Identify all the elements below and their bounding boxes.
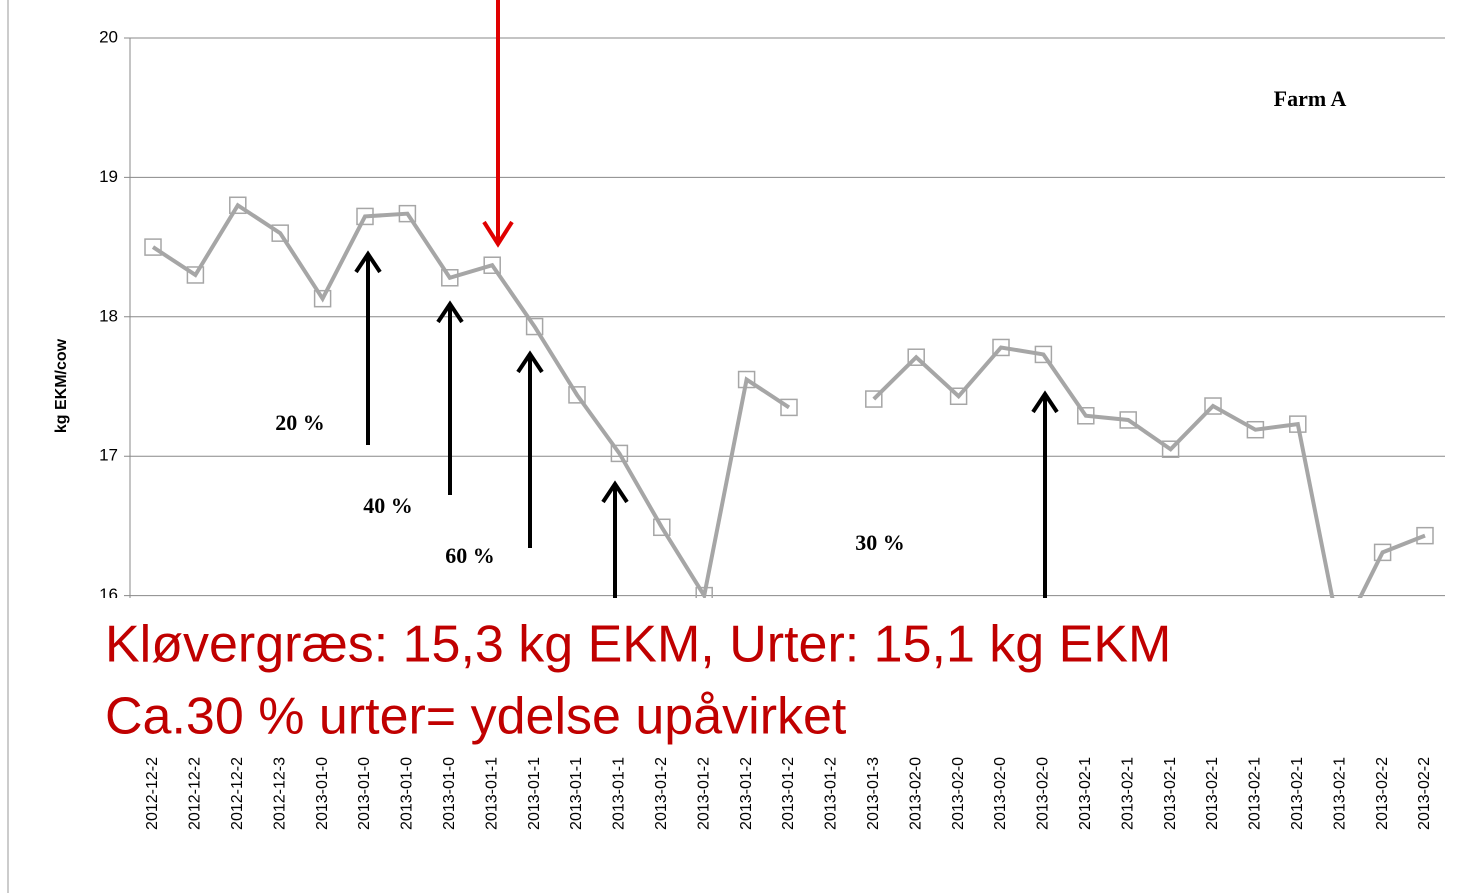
- marker: [1119, 411, 1137, 429]
- x-tick-label: 2013-02-0: [950, 757, 967, 830]
- x-tick-label: 2013-01-3: [865, 757, 882, 830]
- overlay-text: Kløvergræs: 15,3 kg EKM, Urter: 15,1 kg …: [105, 616, 1171, 674]
- overlay-text: Ca.30 % urter= ydelse upåvirket: [105, 688, 847, 746]
- x-tick-label: 2013-01-1: [526, 757, 543, 830]
- x-tick-label: 2013-02-1: [1204, 757, 1221, 830]
- marker: [780, 398, 798, 417]
- marker: [737, 370, 756, 389]
- x-tick-label: 2013-01-1: [568, 757, 585, 830]
- x-tick-label: 2013-02-0: [1035, 757, 1052, 830]
- marker: [1161, 440, 1180, 458]
- x-tick-label: 2013-01-2: [738, 757, 755, 830]
- annotation: 40 %: [363, 493, 413, 518]
- plot: 1516171819202012-12-22012-12-22012-12-22…: [99, 27, 1445, 830]
- marker: [610, 444, 629, 463]
- x-tick-label: 2013-01-0: [399, 757, 416, 830]
- x-tick-label: 2013-01-0: [314, 757, 331, 830]
- y-axis-label: kg EKM/cow: [53, 338, 70, 433]
- annotation: 60 %: [445, 543, 495, 568]
- annotation: 30 %: [855, 530, 905, 555]
- x-tick-label: 2012-12-3: [271, 757, 288, 830]
- x-tick-label: 2013-02-0: [907, 757, 924, 830]
- marker: [865, 390, 883, 408]
- arrows: [354, 0, 1059, 600]
- x-tick-label: 2013-02-0: [992, 757, 1009, 830]
- marker: [1034, 345, 1053, 364]
- x-tick-label: 2013-01-0: [441, 757, 458, 830]
- x-tick-label: 2013-02-1: [1119, 757, 1136, 830]
- marker: [1289, 415, 1307, 433]
- marker: [144, 238, 162, 256]
- marker: [992, 338, 1010, 357]
- x-tick-label: 2013-01-2: [695, 757, 712, 830]
- y-tick-label: 17: [99, 446, 118, 465]
- x-tick-label: 2013-02-1: [1247, 757, 1264, 830]
- annotation: 20 %: [275, 410, 325, 435]
- x-tick-label: 2013-02-1: [1331, 757, 1348, 830]
- marker: [1373, 543, 1392, 562]
- x-tick-label: 2012-12-2: [187, 757, 204, 830]
- marker: [1416, 526, 1434, 545]
- marker: [398, 204, 417, 223]
- x-tick-label: 2012-12-2: [229, 757, 246, 830]
- x-tick-label: 2012-12-2: [144, 757, 161, 830]
- marker: [907, 348, 925, 366]
- marker: [483, 256, 501, 274]
- marker: [568, 386, 586, 404]
- marker: [356, 207, 374, 226]
- marker: [525, 317, 544, 336]
- x-tick-label: 2013-02-2: [1374, 757, 1391, 830]
- x-tick-label: 2013-01-1: [611, 757, 628, 830]
- x-tick-label: 2013-02-1: [1077, 757, 1094, 830]
- marker: [1246, 420, 1265, 439]
- x-tick-label: 2013-01-2: [780, 757, 797, 830]
- marker: [653, 518, 671, 537]
- x-tick-label: 2013-01-2: [653, 757, 670, 830]
- x-tick-label: 2013-02-1: [1289, 757, 1306, 830]
- marker: [271, 224, 289, 242]
- overlay-box: [100, 598, 1460, 752]
- marker: [441, 269, 459, 287]
- marker: [949, 387, 968, 406]
- y-tick-label: 19: [99, 167, 118, 186]
- marker: [1204, 397, 1222, 415]
- y-tick-label: 20: [99, 27, 118, 46]
- y-tick-label: 18: [99, 306, 118, 325]
- marker: [313, 289, 332, 308]
- marker: [186, 266, 205, 284]
- series-line: [151, 202, 1426, 644]
- x-tick-label: 2013-02-1: [1162, 757, 1179, 830]
- x-tick-label: 2013-01-2: [823, 757, 840, 830]
- marker: [229, 196, 247, 215]
- x-tick-label: 2013-02-2: [1416, 757, 1433, 830]
- x-tick-label: 2013-01-1: [483, 757, 500, 830]
- marker: [1077, 407, 1095, 425]
- annotation: Farm A: [1274, 86, 1347, 111]
- x-tick-label: 2013-01-0: [356, 757, 373, 830]
